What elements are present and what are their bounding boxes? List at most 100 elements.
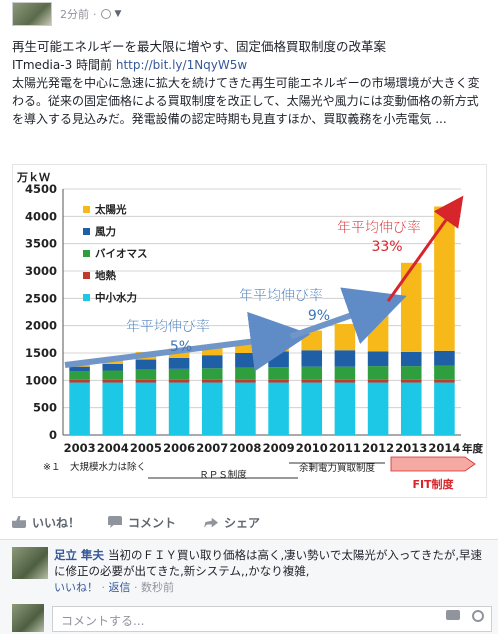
legend-swatch	[83, 250, 90, 257]
bar-segment	[235, 341, 256, 353]
commenter-avatar[interactable]	[12, 547, 48, 579]
comment-reply-link[interactable]: 返信	[108, 581, 131, 594]
legend-swatch	[83, 228, 90, 235]
growth-annotation-label: 年平均伸び率	[337, 219, 421, 236]
bar-segment	[367, 382, 389, 435]
commenter-name[interactable]: 足立 隼夫	[54, 548, 105, 562]
comment-meta: いいね！ · 返信 · 数秒前	[54, 581, 174, 594]
growth-annotation-value: 5%	[170, 339, 192, 355]
globe-icon[interactable]	[100, 9, 111, 19]
author-avatar[interactable]	[12, 2, 52, 26]
comment-time[interactable]: 数秒前	[141, 581, 174, 594]
post-header: 2分前 · ▼	[12, 2, 121, 26]
bar-segment	[400, 351, 422, 367]
bar-segment	[135, 379, 157, 383]
post-source: ITmedia-3 時間前 http://bit.ly/1NqyW5w	[12, 56, 247, 74]
x-tick-label: 2006	[163, 441, 195, 455]
bar-segment	[235, 379, 256, 383]
bar-segment	[135, 369, 157, 380]
share-button[interactable]: シェア	[204, 514, 260, 531]
bar-segment	[201, 379, 223, 383]
bar-segment	[334, 366, 356, 380]
feed-post: 2分前 · ▼ 再生可能エネルギーを最大限に増やす、固定価格買取制度の改革案 I…	[0, 0, 498, 540]
bar-segment	[367, 313, 389, 352]
growth-annotation-value: 9%	[308, 308, 330, 324]
growth-annotation-value: 33%	[371, 239, 402, 255]
post-description: 太陽光発電を中心に急速に拡大を続けてきた再生可能エネルギーの市場環境が大きく変わ…	[12, 76, 480, 126]
camera-icon[interactable]	[446, 610, 460, 620]
bar-segment	[135, 359, 157, 370]
bar-segment	[367, 351, 389, 367]
legend-swatch	[83, 272, 90, 279]
y-tick-label: 2000	[25, 319, 57, 333]
bar-segment	[201, 355, 223, 369]
comment-like-link[interactable]: いいね！	[54, 581, 98, 594]
post-title[interactable]: 再生可能エネルギーを最大限に増やす、固定価格買取制度の改革案	[12, 39, 387, 54]
legend-label: 地熱	[95, 269, 116, 282]
emoji-icon[interactable]	[472, 610, 484, 622]
legend-label: 太陽光	[94, 203, 127, 216]
growth-annotation-label: 年平均伸び率	[126, 318, 210, 335]
source-link[interactable]: http://bit.ly/1NqyW5w	[115, 58, 248, 72]
bar-segment	[434, 379, 455, 383]
x-tick-label: 2003	[64, 441, 96, 455]
comment-input[interactable]: コメントする...	[52, 606, 492, 632]
comment-button[interactable]: コメント	[108, 514, 176, 531]
bar-segment	[367, 379, 389, 383]
period-arrow-fit	[390, 456, 476, 472]
bar-segment	[301, 382, 323, 435]
x-tick-label: 2004	[97, 441, 129, 455]
bar-segment	[268, 367, 289, 380]
y-tick-label: 4500	[25, 182, 57, 196]
period-label-surplus: 余剰電力買取制度	[299, 462, 376, 474]
y-tick-label: 2500	[25, 291, 57, 305]
y-tick-label: 500	[33, 401, 57, 415]
period-label-rps: ＲＰＳ制度	[199, 469, 247, 481]
comment-composer: コメントする...	[12, 604, 492, 632]
comment-icon	[108, 516, 123, 528]
chart-image[interactable]: 0 500 1000 1500 2000 2500 3000 3500 4000 4500 万ｋＷ 2…	[12, 164, 487, 498]
viewer-avatar	[12, 604, 44, 632]
post-meta: 2分前 · ▼	[60, 7, 122, 22]
bar-segment	[168, 368, 190, 380]
x-tick-label: 2010	[296, 441, 328, 455]
share-icon	[204, 517, 219, 528]
bar-segment	[301, 379, 323, 383]
bar-segment	[201, 344, 223, 356]
y-axis-unit: 万ｋＷ	[16, 171, 50, 184]
bar-segment	[268, 379, 289, 383]
bar-segment	[301, 366, 323, 380]
x-tick-label: 2007	[196, 441, 228, 455]
bar-segment	[334, 382, 356, 435]
bar-segment	[400, 366, 422, 380]
legend-label: 風力	[95, 225, 116, 238]
bar-segment	[135, 382, 157, 435]
growth-annotation-label: 年平均伸び率	[239, 287, 323, 304]
post-timestamp[interactable]: 2分前	[60, 8, 89, 21]
like-button[interactable]: いいね！	[12, 514, 80, 531]
y-tick-label: 3000	[25, 264, 57, 278]
legend-label: バイオマス	[95, 248, 148, 260]
y-tick-label: 1500	[25, 346, 57, 360]
bar-segment	[235, 353, 256, 368]
x-tick-label: 2012	[362, 441, 394, 455]
bar-segment	[102, 370, 124, 380]
legend-swatch	[83, 206, 90, 213]
y-tick-label: 0	[49, 428, 57, 442]
bar-segment	[268, 382, 289, 435]
comments-section: 足立 隼夫 当初のＦＩＹ買い取り価格は高く,凄い勢いで太陽光が入ってきたが,早速に…	[0, 540, 498, 634]
bar-segment	[434, 365, 455, 380]
x-tick-label: 2008	[229, 441, 261, 455]
bar-segment	[434, 206, 455, 351]
bar-segment	[168, 379, 190, 383]
bar-segment	[334, 324, 356, 351]
y-tick-label: 1000	[25, 373, 57, 387]
bar-segment	[301, 350, 323, 367]
bar-segment	[235, 382, 256, 435]
bar-segment	[102, 379, 124, 383]
thumbs-up-icon	[12, 516, 26, 528]
chevron-down-icon[interactable]: ▼	[114, 9, 122, 19]
bar-segment	[334, 379, 356, 383]
comment-text: 当初のＦＩＹ買い取り価格は高く,凄い勢いで太陽光が入ってきたが,早速に修正の必要…	[54, 548, 483, 578]
